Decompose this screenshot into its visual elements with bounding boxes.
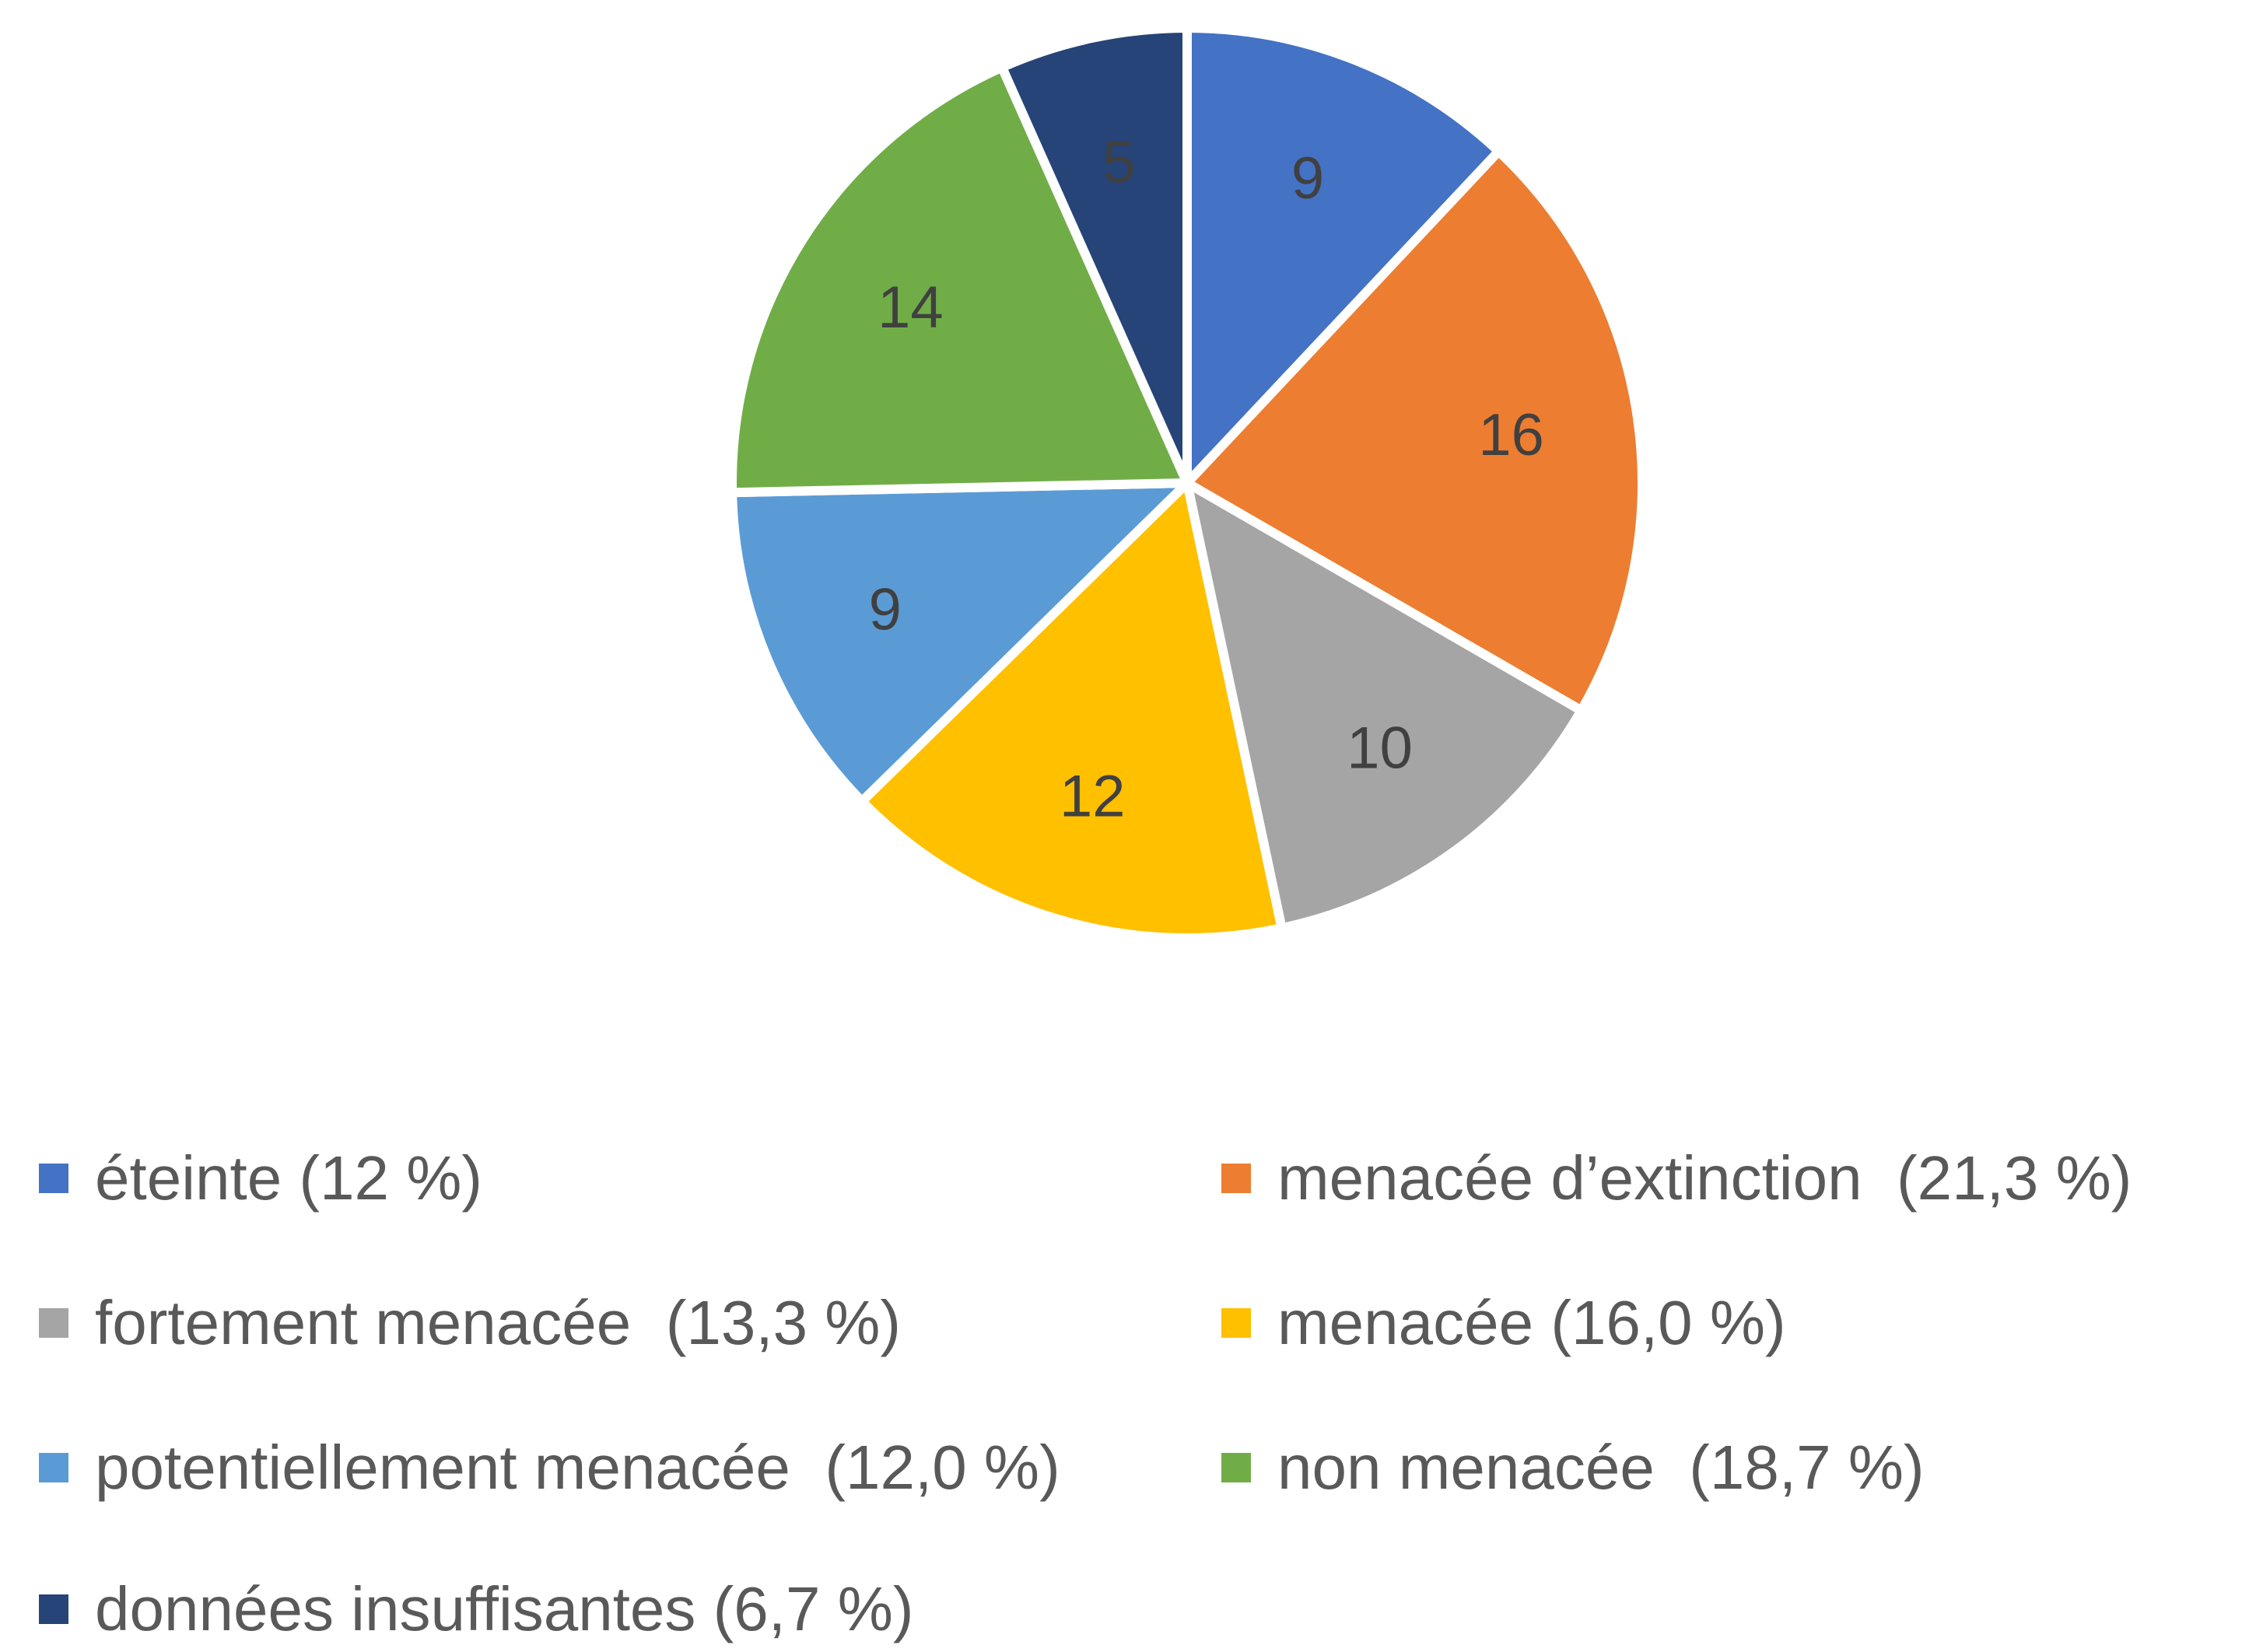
legend-swatch [1221,1308,1251,1338]
legend-label: potentiellement menacée (12,0 %) [95,1433,1060,1502]
pie-svg: 9 16 10 12 9 14 5 [727,23,1647,943]
pie-chart: 9 16 10 12 9 14 5 [727,23,1647,943]
legend-swatch [39,1594,68,1624]
pie-slice-menacee [857,478,1287,943]
legend-item-menacee: menacée (16,0 %) [1221,1280,1786,1366]
pie-slice-fortement-menacee [1182,478,1586,933]
legend-item-menacee-extinction: menacée d’extinction (21,3 %) [1221,1136,2132,1221]
data-label-fortement-menacee: 10 [1347,715,1413,781]
legend-swatch [1221,1453,1251,1482]
legend-label: menacée d’extinction (21,3 %) [1277,1143,2132,1213]
legend-label: menacée (16,0 %) [1277,1288,1786,1357]
data-label-non-menacee: 14 [878,275,944,341]
legend-label: fortement menacée (13,3 %) [95,1288,902,1357]
legend-item-donnees-insuffisantes: données insuffisantes (6,7 %) [39,1566,914,1652]
pie-slice-donnees-insuffisantes [997,23,1192,488]
data-label-potentiellement-menacee: 9 [869,577,902,643]
pie-slice-potentiellement-menacee [727,478,1192,807]
legend-swatch [39,1164,68,1193]
data-label-menacee: 12 [1060,764,1126,830]
legend-item-potentiellement-menacee: potentiellement menacée (12,0 %) [39,1425,1060,1510]
pie-slice-non-menacee [727,62,1192,498]
pie-slice-eteinte [1182,23,1504,488]
legend-label: éteinte (12 %) [95,1143,483,1213]
legend-swatch [39,1308,68,1338]
legend-label: données insuffisantes (6,7 %) [95,1574,914,1643]
data-label-menacee-extinction: 16 [1478,402,1544,468]
data-label-donnees-insuffisantes: 5 [1102,130,1135,196]
pie-slice-menacee-extinction [1182,146,1647,716]
legend-label: non menacée (18,7 %) [1277,1433,1925,1502]
legend-item-eteinte: éteinte (12 %) [39,1136,482,1221]
legend-item-non-menacee: non menacée (18,7 %) [1221,1425,1925,1510]
legend-swatch [1221,1164,1251,1193]
data-label-eteinte: 9 [1291,145,1324,212]
legend-swatch [39,1453,68,1482]
legend-item-fortement-menacee: fortement menacée (13,3 %) [39,1280,901,1366]
